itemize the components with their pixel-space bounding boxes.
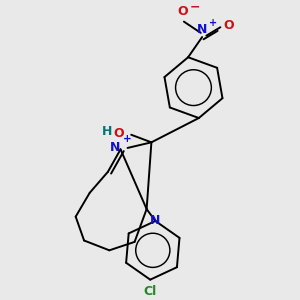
Text: N: N: [150, 214, 160, 227]
Text: O: O: [114, 127, 124, 140]
Text: H: H: [102, 125, 112, 139]
Text: N: N: [110, 141, 121, 154]
Text: O: O: [223, 19, 234, 32]
Text: +: +: [209, 18, 217, 28]
Text: +: +: [123, 134, 131, 144]
Text: N: N: [197, 23, 207, 36]
Text: O: O: [177, 5, 188, 18]
Text: Cl: Cl: [144, 285, 157, 298]
Text: −: −: [190, 1, 201, 14]
